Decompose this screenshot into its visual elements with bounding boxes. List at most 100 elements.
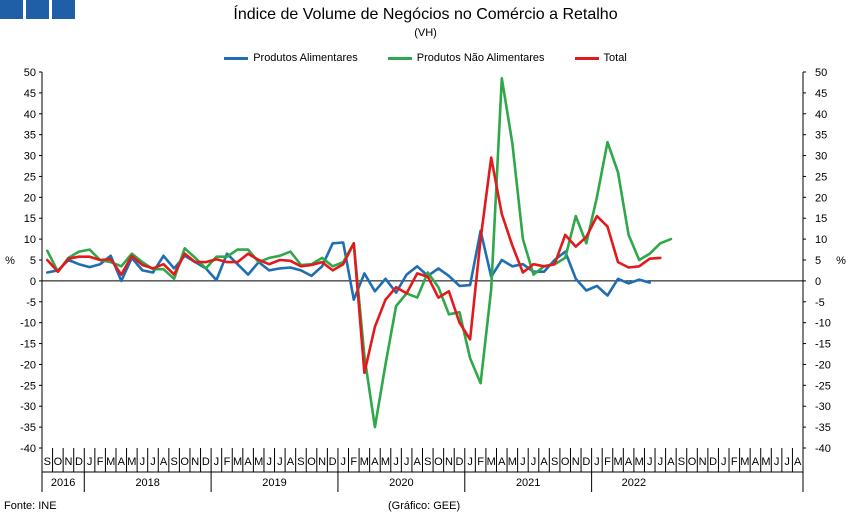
y-tick-label-left: -15: [20, 339, 36, 351]
y-tick-label-right: 5: [815, 255, 821, 267]
y-tick-label-left: -10: [20, 318, 36, 330]
month-label: O: [54, 456, 63, 468]
y-tick-label-left: 0: [30, 276, 36, 288]
chart-legend: Produtos Alimentares Produtos Não Alimen…: [0, 52, 851, 64]
legend-swatch: [224, 56, 249, 60]
month-label: D: [582, 456, 590, 468]
y-tick-label-right: 40: [815, 109, 827, 121]
y-tick-label-right: -10: [815, 318, 831, 330]
month-label: J: [150, 456, 156, 468]
month-label: J: [340, 456, 346, 468]
y-tick-label-right: 20: [815, 192, 827, 204]
y-tick-label-left: -20: [20, 359, 36, 371]
series-line-alimentares: [45, 229, 652, 302]
year-label: 2022: [622, 477, 646, 489]
month-label: A: [540, 456, 548, 468]
month-label: F: [731, 456, 738, 468]
brand-logo: [0, 0, 75, 19]
year-label: 2021: [516, 477, 540, 489]
legend-label: Produtos Não Alimentares: [416, 52, 545, 64]
y-axis-label-left: %: [5, 255, 15, 267]
y-tick-label-left: 35: [24, 130, 36, 142]
y-tick-label-right: -25: [815, 380, 831, 392]
y-tick-label-left: 10: [24, 234, 36, 246]
month-label: N: [445, 456, 453, 468]
month-label: J: [658, 456, 664, 468]
y-axis-label-right: %: [836, 255, 846, 267]
y-tick-label-right: 35: [815, 130, 827, 142]
y-tick-label-left: 5: [30, 255, 36, 267]
y-tick-label-right: 50: [815, 67, 827, 79]
month-label: O: [688, 456, 697, 468]
month-label: J: [87, 456, 93, 468]
logo-square: [52, 0, 75, 19]
logo-square: [26, 0, 49, 19]
month-label: M: [613, 456, 622, 468]
month-label: J: [721, 456, 727, 468]
series-line-nao-alimentares: [45, 77, 673, 429]
month-label: M: [635, 456, 644, 468]
month-label: A: [794, 456, 802, 468]
month-label: A: [625, 456, 633, 468]
month-label: O: [180, 456, 189, 468]
month-label: A: [287, 456, 295, 468]
month-label: F: [477, 456, 484, 468]
month-label: D: [202, 456, 210, 468]
month-label: J: [277, 456, 283, 468]
month-label: J: [531, 456, 537, 468]
month-label: J: [404, 456, 410, 468]
y-tick-label-left: 15: [24, 213, 36, 225]
month-label: N: [572, 456, 580, 468]
source-note: Fonte: INE: [4, 500, 57, 512]
month-label: O: [561, 456, 570, 468]
month-label: M: [381, 456, 390, 468]
month-label: N: [318, 456, 326, 468]
y-tick-label-right: 30: [815, 151, 827, 163]
month-label: M: [487, 456, 496, 468]
year-label: 2019: [262, 477, 286, 489]
year-label: 2016: [51, 477, 75, 489]
month-label: M: [508, 456, 517, 468]
month-label: S: [297, 456, 304, 468]
y-tick-label-left: -30: [20, 401, 36, 413]
month-label: M: [761, 456, 770, 468]
y-tick-label-left: -5: [26, 297, 36, 309]
month-label: M: [254, 456, 263, 468]
chart-credit: (Gráfico: GEE): [388, 500, 461, 512]
month-label: O: [307, 456, 316, 468]
month-label: M: [740, 456, 749, 468]
month-label: D: [75, 456, 83, 468]
legend-label: Produtos Alimentares: [253, 52, 358, 64]
month-label: A: [371, 456, 379, 468]
y-tick-label-left: 25: [24, 171, 36, 183]
y-tick-label-right: -35: [815, 422, 831, 434]
month-label: J: [647, 456, 653, 468]
y-tick-label-left: 40: [24, 109, 36, 121]
month-label: F: [604, 456, 611, 468]
month-label: D: [456, 456, 464, 468]
month-label: M: [233, 456, 242, 468]
month-label: S: [170, 456, 177, 468]
y-tick-label-left: 45: [24, 88, 36, 100]
legend-swatch: [574, 56, 599, 60]
month-label: S: [44, 456, 51, 468]
month-label: F: [350, 456, 357, 468]
legend-item-nao-alimentares: Produtos Não Alimentares: [387, 52, 545, 64]
month-label: A: [498, 456, 506, 468]
month-label: F: [224, 456, 231, 468]
y-tick-label-right: 10: [815, 234, 827, 246]
year-label: 2020: [389, 477, 413, 489]
month-label: J: [520, 456, 526, 468]
series-line-total: [45, 156, 662, 375]
legend-label: Total: [603, 52, 627, 64]
month-label: D: [709, 456, 717, 468]
month-label: J: [393, 456, 399, 468]
month-label: J: [266, 456, 272, 468]
month-label: S: [678, 456, 685, 468]
month-label: A: [244, 456, 252, 468]
month-label: A: [667, 456, 675, 468]
month-label: J: [594, 456, 600, 468]
month-label: J: [214, 456, 220, 468]
y-tick-label-left: -40: [20, 443, 36, 455]
month-label: N: [191, 456, 199, 468]
